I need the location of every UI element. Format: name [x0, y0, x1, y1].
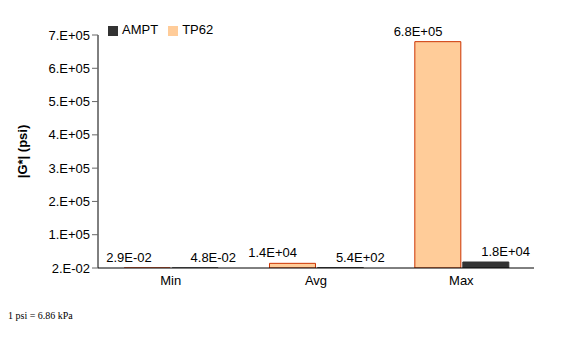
svg-text:Avg: Avg — [305, 273, 327, 288]
svg-text:6.8E+05: 6.8E+05 — [394, 24, 443, 39]
html-text:AMPT: AMPT — [122, 22, 159, 37]
svg-text:5.4E+02: 5.4E+02 — [336, 250, 385, 265]
svg-text:6.E+05: 6.E+05 — [48, 61, 90, 76]
svg-text:4.8E-02: 4.8E-02 — [191, 250, 237, 265]
svg-text:5.E+05: 5.E+05 — [48, 94, 90, 109]
svg-text:2.E-02: 2.E-02 — [52, 261, 90, 276]
svg-text:1.8E+04: 1.8E+04 — [481, 244, 530, 259]
svg-text:2.9E-02: 2.9E-02 — [106, 250, 152, 265]
svg-text:Min: Min — [160, 273, 181, 288]
svg-text:|G*| (psi): |G*| (psi) — [15, 125, 30, 179]
svg-text:1.4E+04: 1.4E+04 — [248, 245, 297, 260]
svg-text:2.E+05: 2.E+05 — [48, 194, 90, 209]
svg-text:3.E+05: 3.E+05 — [48, 161, 90, 176]
svg-text:4.E+05: 4.E+05 — [48, 127, 90, 142]
svg-text:7.E+05: 7.E+05 — [48, 28, 90, 43]
html-text:TP62: TP62 — [182, 22, 214, 37]
html-text:1 psi = 6.86 kPa: 1 psi = 6.86 kPa — [8, 310, 73, 321]
svg-text:Max: Max — [449, 273, 474, 288]
svg-text:1.E+05: 1.E+05 — [48, 227, 90, 242]
